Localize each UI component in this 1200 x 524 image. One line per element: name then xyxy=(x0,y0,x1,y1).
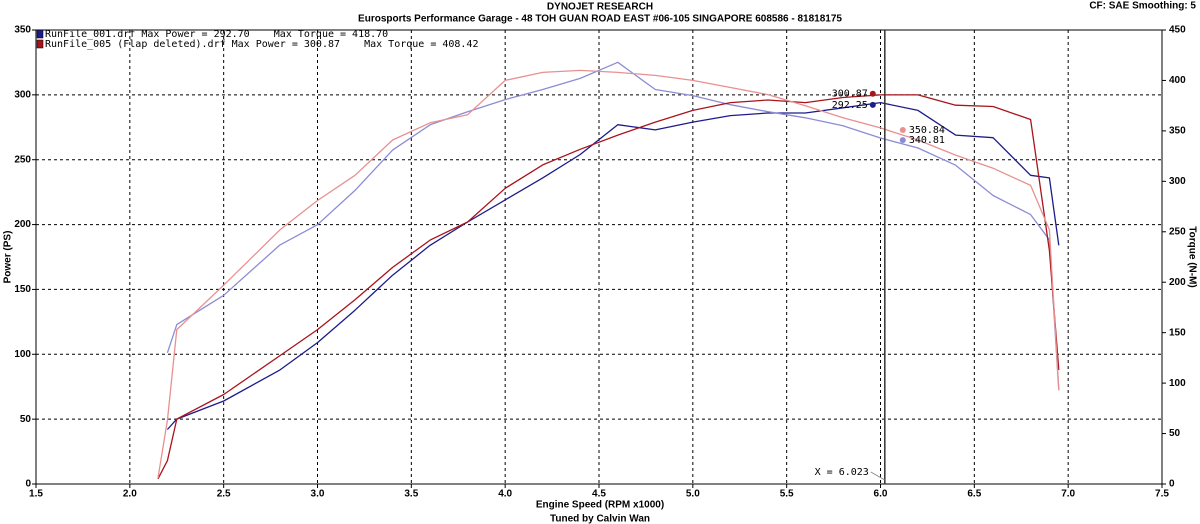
x-tick-label: 7.0 xyxy=(1061,489,1075,500)
y-tick-label: 50 xyxy=(20,414,32,425)
cursor-marker xyxy=(899,127,906,134)
cursor-value: 300.87 xyxy=(832,89,868,100)
x-tick-label: 3.0 xyxy=(311,489,325,500)
legend-swatch xyxy=(36,39,44,49)
y-tick-label: 200 xyxy=(14,219,31,230)
x-tick-label: 6.0 xyxy=(874,489,888,500)
x-tick-label: 4.0 xyxy=(498,489,512,500)
y2-tick-label: 150 xyxy=(1169,327,1186,338)
cursor-marker xyxy=(869,90,876,97)
y-tick-label: 100 xyxy=(14,349,31,360)
y-tick-label: 250 xyxy=(14,154,31,165)
plot-border xyxy=(35,29,1163,485)
legend-entry: RunFile_001.drf Max Power = 292.70 Max T… xyxy=(45,29,388,40)
chart-subtitle: Eurosports Performance Garage - 48 TOH G… xyxy=(358,14,842,25)
footer: Tuned by Calvin Wan xyxy=(550,514,650,524)
y2-tick-label: 450 xyxy=(1169,25,1186,36)
x-tick-label: 1.5 xyxy=(29,489,43,500)
y2-tick-label: 350 xyxy=(1169,126,1186,137)
y-tick-label: 350 xyxy=(14,25,31,36)
cursor-value: 292.25 xyxy=(832,100,868,111)
cursor-marker xyxy=(869,101,876,108)
y-tick-label: 150 xyxy=(14,284,31,295)
series-line xyxy=(166,101,1060,430)
cursor-value: 350.84 xyxy=(909,125,945,136)
x-tick-label: 5.5 xyxy=(780,489,794,500)
legend-entry: RunFile_005 (Flap deleted).drf Max Power… xyxy=(45,39,478,50)
y2-tick-label: 50 xyxy=(1169,428,1181,439)
y2-axis-label: Torque (N-M) xyxy=(1186,226,1197,287)
x-tick-label: 4.5 xyxy=(592,489,606,500)
y2-tick-label: 400 xyxy=(1169,75,1186,86)
x-tick-label: 7.5 xyxy=(1155,489,1169,500)
settings-label: CF: SAE Smoothing: 5 xyxy=(1089,1,1196,12)
y-tick-label: 0 xyxy=(25,479,31,490)
x-tick-label: 6.5 xyxy=(967,489,981,500)
series-line xyxy=(157,69,1060,479)
legend-swatch xyxy=(36,29,44,39)
cursor-label: X = 6.023 xyxy=(815,467,869,478)
x-tick-label: 3.5 xyxy=(404,489,418,500)
cursor-pointer xyxy=(870,471,886,481)
y-axis-label: Power (PS) xyxy=(3,231,14,284)
chart-title: DYNOJET RESEARCH xyxy=(547,2,653,13)
x-tick-label: 5.0 xyxy=(686,489,700,500)
y2-tick-label: 300 xyxy=(1169,176,1186,187)
series-line xyxy=(157,94,1060,480)
x-tick-label: 2.5 xyxy=(217,489,231,500)
y2-tick-label: 250 xyxy=(1169,226,1186,237)
series-line xyxy=(166,61,1060,391)
y2-tick-label: 100 xyxy=(1169,378,1186,389)
y-tick-label: 300 xyxy=(14,89,31,100)
y2-tick-label: 0 xyxy=(1169,479,1175,490)
y2-tick-label: 200 xyxy=(1169,277,1186,288)
cursor-value: 340.81 xyxy=(909,135,945,146)
x-tick-label: 2.0 xyxy=(123,489,137,500)
x-axis-label: Engine Speed (RPM x1000) xyxy=(536,500,664,511)
cursor-marker xyxy=(899,137,906,144)
